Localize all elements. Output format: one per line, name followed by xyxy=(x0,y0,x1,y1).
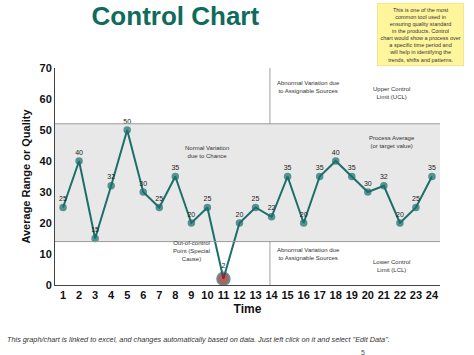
svg-text:15: 15 xyxy=(91,226,99,233)
svg-text:30: 30 xyxy=(40,186,52,198)
svg-text:15: 15 xyxy=(281,289,293,301)
svg-text:70: 70 xyxy=(40,62,52,74)
svg-text:30: 30 xyxy=(364,180,372,187)
svg-text:20: 20 xyxy=(40,217,52,229)
svg-text:50: 50 xyxy=(123,118,131,125)
svg-text:This graph/chart is linked to: This graph/chart is linked to excel, and… xyxy=(7,335,390,344)
svg-text:35: 35 xyxy=(171,164,179,171)
svg-text:This is one of the mostcommon: This is one of the mostcommon tool used … xyxy=(381,7,461,63)
svg-text:24: 24 xyxy=(426,289,439,301)
svg-text:50: 50 xyxy=(40,124,52,136)
svg-text:20: 20 xyxy=(187,211,195,218)
svg-text:Normal Variationdue to Chance: Normal Variationdue to Chance xyxy=(185,145,229,159)
svg-text:11: 11 xyxy=(218,289,230,301)
svg-text:22: 22 xyxy=(268,204,276,211)
svg-text:40: 40 xyxy=(75,149,83,156)
svg-text:12: 12 xyxy=(233,289,245,301)
svg-text:Abnormal Variation dueto Assig: Abnormal Variation dueto Assignable Sour… xyxy=(277,80,340,94)
svg-text:20: 20 xyxy=(300,211,308,218)
svg-text:Time: Time xyxy=(234,302,262,316)
svg-text:25: 25 xyxy=(412,195,420,202)
svg-text:23: 23 xyxy=(410,289,422,301)
svg-text:32: 32 xyxy=(380,173,388,180)
svg-text:Out-of-controlPoint (SpecialCa: Out-of-controlPoint (SpecialCause) xyxy=(173,240,210,262)
svg-text:35: 35 xyxy=(284,164,292,171)
svg-text:Upper ControlLimit (UCL): Upper ControlLimit (UCL) xyxy=(373,86,410,100)
svg-text:5: 5 xyxy=(124,289,130,301)
svg-text:5: 5 xyxy=(361,349,365,355)
svg-text:35: 35 xyxy=(428,164,436,171)
svg-text:20: 20 xyxy=(236,211,244,218)
svg-text:Abnormal Variation dueto Assig: Abnormal Variation dueto Assignable Sour… xyxy=(277,247,340,261)
svg-text:21: 21 xyxy=(378,289,390,301)
svg-text:40: 40 xyxy=(332,149,340,156)
svg-text:Lower ControlLimit (LCL): Lower ControlLimit (LCL) xyxy=(373,259,410,273)
svg-text:10: 10 xyxy=(201,289,213,301)
svg-text:7: 7 xyxy=(156,289,162,301)
svg-text:40: 40 xyxy=(40,155,52,167)
svg-text:35: 35 xyxy=(348,164,356,171)
svg-text:Control Chart: Control Chart xyxy=(92,1,260,31)
svg-text:22: 22 xyxy=(394,289,406,301)
svg-text:19: 19 xyxy=(346,289,358,301)
svg-text:25: 25 xyxy=(252,195,260,202)
svg-text:17: 17 xyxy=(314,289,326,301)
svg-text:10: 10 xyxy=(40,248,52,260)
svg-text:60: 60 xyxy=(40,93,52,105)
svg-text:3: 3 xyxy=(92,289,98,301)
svg-text:18: 18 xyxy=(330,289,342,301)
svg-text:0: 0 xyxy=(46,279,52,291)
svg-text:4: 4 xyxy=(108,289,115,301)
svg-text:14: 14 xyxy=(265,289,278,301)
svg-text:9: 9 xyxy=(188,289,194,301)
svg-text:20: 20 xyxy=(396,211,404,218)
svg-text:25: 25 xyxy=(155,195,163,202)
svg-text:16: 16 xyxy=(298,289,310,301)
svg-text:1: 1 xyxy=(60,289,66,301)
svg-text:32: 32 xyxy=(107,173,115,180)
svg-text:Average Range or Quality: Average Range or Quality xyxy=(20,109,32,244)
svg-text:2: 2 xyxy=(221,262,225,269)
svg-text:8: 8 xyxy=(172,289,178,301)
svg-text:2: 2 xyxy=(76,289,82,301)
svg-text:25: 25 xyxy=(204,195,212,202)
svg-text:30: 30 xyxy=(139,180,147,187)
svg-text:25: 25 xyxy=(59,195,67,202)
svg-text:6: 6 xyxy=(140,289,146,301)
svg-text:Process Average(or target valu: Process Average(or target value) xyxy=(369,135,415,149)
svg-text:20: 20 xyxy=(362,289,374,301)
svg-text:35: 35 xyxy=(316,164,324,171)
svg-text:13: 13 xyxy=(249,289,261,301)
